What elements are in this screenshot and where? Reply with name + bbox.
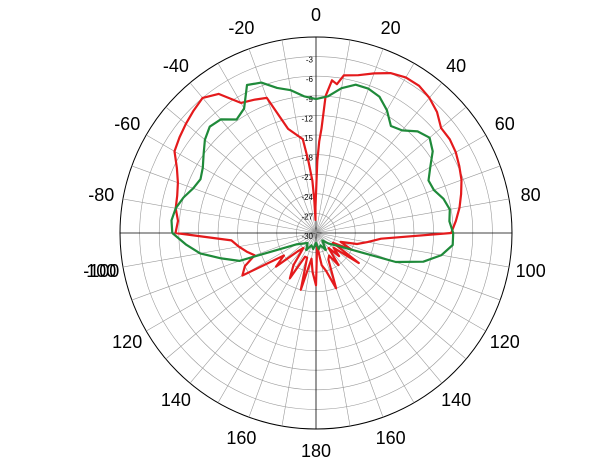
radial-tick-label: -15 <box>301 134 313 143</box>
radial-tick-label: -27 <box>301 212 313 221</box>
radial-tick-labels: -3-6-9-12-15-18-21-24-27-30 <box>301 56 313 241</box>
grid-spoke <box>165 232 317 360</box>
angle-tick-label: 140 <box>161 390 191 410</box>
angle-tick-label: -40 <box>163 56 189 76</box>
angle-tick-label: 20 <box>381 18 401 38</box>
grid-spoke <box>122 198 317 234</box>
grid-spoke <box>217 63 317 234</box>
radial-tick-label: -6 <box>306 75 314 84</box>
angle-tick-label: 120 <box>112 332 142 352</box>
angle-tick-label: 120 <box>490 332 520 352</box>
grid-spoke <box>315 232 384 418</box>
series-layer <box>170 71 463 291</box>
angle-tick-label: 0 <box>311 5 321 25</box>
angle-tick-label: 160 <box>226 428 256 448</box>
grid-spoke <box>315 82 443 234</box>
angle-tick-label: 180 <box>301 441 331 461</box>
series-line-2 <box>170 81 455 264</box>
grid-spoke <box>122 232 317 268</box>
grid-spoke <box>165 106 317 234</box>
angle-tick-label: -20 <box>228 18 254 38</box>
grid-spoke <box>315 165 501 234</box>
angle-tick-label: -100 <box>83 261 119 281</box>
grid-spoke <box>189 232 317 384</box>
angle-tick-label: 100 <box>86 261 116 281</box>
grid-spoke <box>315 232 501 301</box>
grid-spoke <box>315 232 486 332</box>
grid-spoke <box>315 232 443 384</box>
radial-tick-label: -30 <box>301 232 313 241</box>
radial-tick-label: -12 <box>301 114 313 123</box>
angle-tick-labels: 020406080100120140160180160140120100-100… <box>83 5 545 461</box>
grid-spoke <box>315 198 510 234</box>
grid-spoke <box>217 232 317 403</box>
radial-tick-label: -3 <box>306 56 314 65</box>
grid-spoke <box>315 232 510 268</box>
grid-spoke <box>315 232 415 403</box>
angle-tick-label: 100 <box>516 261 546 281</box>
grid-spoke <box>189 82 317 234</box>
grid-spoke <box>131 232 317 301</box>
angle-tick-label: 60 <box>495 114 515 134</box>
angle-tick-label: 140 <box>441 390 471 410</box>
radial-tick-label: -24 <box>301 193 313 202</box>
grid-spoke <box>131 165 317 234</box>
angle-tick-label: 40 <box>446 56 466 76</box>
polar-grid <box>119 36 513 430</box>
grid-spoke <box>146 232 317 332</box>
grid-spoke <box>315 39 351 234</box>
series-line-1 <box>173 71 463 291</box>
angle-tick-label: 80 <box>521 185 541 205</box>
grid-spoke <box>315 48 384 234</box>
radial-tick-label: -21 <box>301 173 313 182</box>
grid-spoke <box>315 134 486 234</box>
grid-spoke <box>315 232 467 360</box>
grid-spoke <box>315 63 415 234</box>
angle-tick-label: -60 <box>114 114 140 134</box>
grid-spoke <box>248 48 317 234</box>
angle-tick-label: 160 <box>376 428 406 448</box>
angle-tick-label: -80 <box>88 185 114 205</box>
radial-tick-label: -9 <box>306 95 314 104</box>
